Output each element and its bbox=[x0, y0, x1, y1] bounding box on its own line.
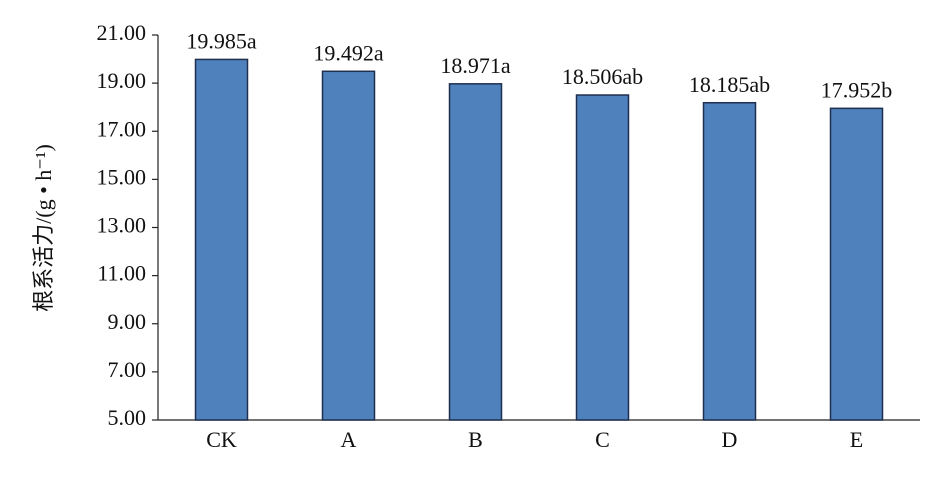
y-tick-label: 7.00 bbox=[108, 357, 147, 382]
y-tick-label: 15.00 bbox=[97, 164, 147, 189]
x-tick-label: CK bbox=[206, 427, 237, 452]
data-label: 18.971a bbox=[440, 53, 511, 78]
data-label: 17.952b bbox=[821, 77, 893, 102]
x-tick-label: B bbox=[468, 427, 483, 452]
y-tick-label: 13.00 bbox=[97, 213, 147, 238]
data-label: 18.185ab bbox=[689, 72, 770, 97]
x-tick-label: C bbox=[595, 427, 610, 452]
bar bbox=[321, 70, 376, 421]
x-tick-label: E bbox=[850, 427, 863, 452]
y-axis-title: 根系活力/(g • h⁻¹) bbox=[31, 144, 56, 312]
x-tick-label: D bbox=[722, 427, 738, 452]
bar bbox=[829, 107, 884, 421]
bar bbox=[575, 94, 630, 421]
y-tick-label: 11.00 bbox=[97, 261, 146, 286]
data-label: 19.985a bbox=[186, 28, 257, 53]
y-tick-label: 19.00 bbox=[97, 68, 147, 93]
data-label: 18.506ab bbox=[562, 64, 643, 89]
x-tick-label: A bbox=[341, 427, 357, 452]
y-tick-label: 17.00 bbox=[97, 116, 147, 141]
data-label: 19.492a bbox=[313, 40, 384, 65]
y-tick-label: 21.00 bbox=[97, 20, 147, 45]
bar bbox=[194, 58, 249, 421]
bar bbox=[448, 83, 503, 421]
y-tick-label: 5.00 bbox=[108, 405, 147, 430]
y-tick-label: 9.00 bbox=[108, 309, 147, 334]
bar bbox=[702, 101, 757, 421]
